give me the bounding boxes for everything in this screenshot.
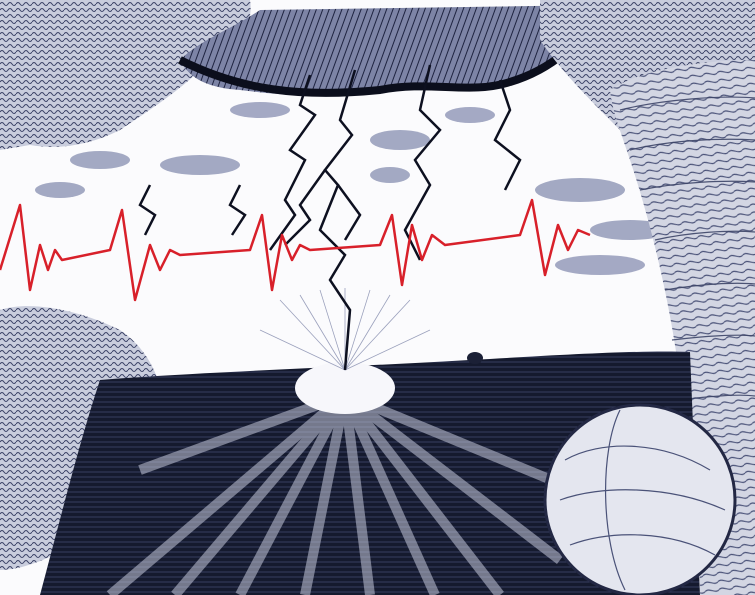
horizon-rock: [467, 352, 483, 364]
globe: [545, 405, 735, 595]
